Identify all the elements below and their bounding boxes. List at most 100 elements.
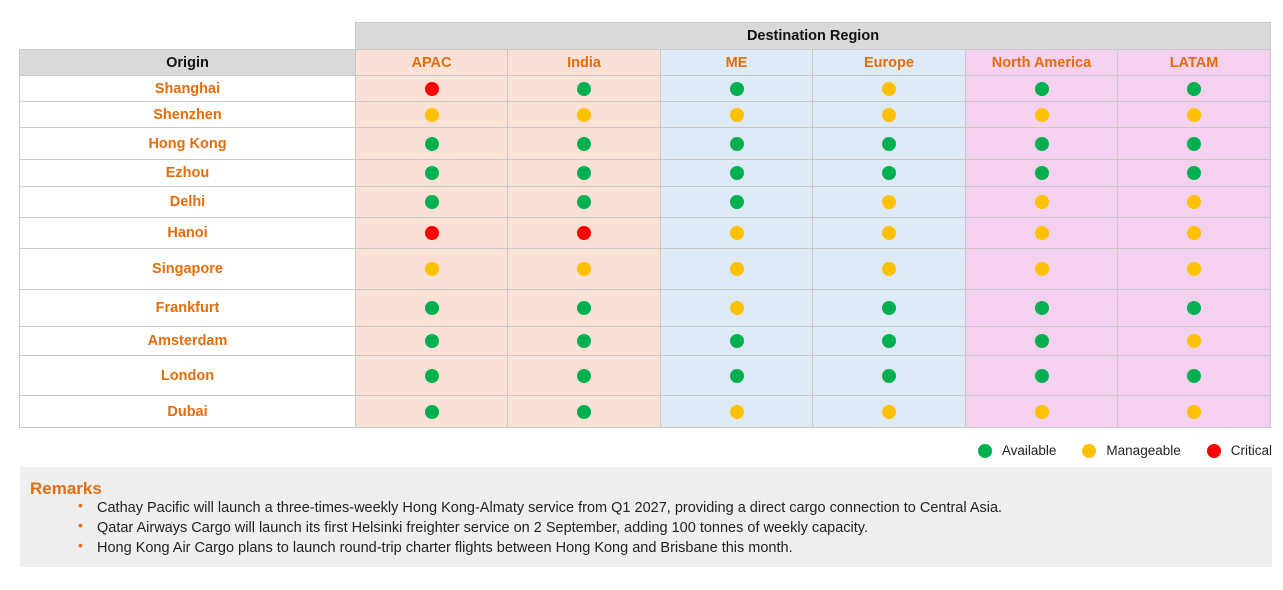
status-cell [507,127,661,160]
status-dot-available [882,334,896,349]
status-dot-manageable [1187,262,1201,277]
status-dot-available [1187,301,1201,316]
status-dot-available [424,301,439,316]
bullet-icon: • [78,517,83,533]
status-cell [1117,395,1271,428]
origin-cell: Singapore [19,248,356,290]
legend-label: Critical [1230,443,1272,458]
status-cell [355,186,508,218]
status-dot-available [424,368,439,383]
legend-item-manageable: Manageable [1082,443,1181,458]
status-cell [812,75,966,102]
status-cell [965,159,1118,187]
status-dot-available [577,81,591,96]
origin-cell: Hong Kong [19,127,356,160]
status-cell [660,289,813,327]
status-cell [355,355,508,396]
legend-dot-critical [1206,443,1221,458]
status-dot-manageable [1187,107,1201,122]
status-cell [965,355,1118,396]
column-header-india: India [507,49,661,76]
status-cell [965,101,1118,128]
column-header-apac: APAC [355,49,508,76]
status-dot-available [729,136,744,151]
origin-cell: Shanghai [19,75,356,102]
status-cell [660,395,813,428]
status-dot-manageable [1034,107,1049,122]
status-cell [1117,75,1271,102]
origin-cell: Delhi [19,186,356,218]
status-dot-available [882,136,896,151]
status-dot-available [1034,136,1049,151]
status-cell [1117,289,1271,327]
status-cell [355,159,508,187]
legend-label: Available [1001,443,1057,458]
status-dot-available [577,334,591,349]
column-header-europe: Europe [812,49,966,76]
status-dot-manageable [882,226,896,241]
bullet-icon: • [78,537,83,553]
remark-text: Hong Kong Air Cargo plans to launch roun… [97,540,793,556]
status-dot-manageable [882,107,896,122]
status-cell [660,326,813,356]
status-dot-manageable [729,404,744,419]
status-cell [355,326,508,356]
legend-item-available: Available [977,443,1057,458]
status-dot-available [729,81,744,96]
origin-cell: Ezhou [19,159,356,187]
remark-text: Cathay Pacific will launch a three-times… [97,500,1003,516]
status-cell [812,395,966,428]
status-dot-available [577,368,591,383]
status-dot-available [424,334,439,349]
status-dot-manageable [424,262,439,277]
status-dot-available [882,368,896,383]
status-dot-available [1034,81,1049,96]
status-cell [1117,159,1271,187]
status-dot-manageable [882,195,896,210]
table-row: Delhi [19,186,1271,218]
status-cell [965,75,1118,102]
origin-header: Origin [19,49,356,76]
status-dot-available [424,404,439,419]
status-cell [812,355,966,396]
table-row: Ezhou [19,159,1271,187]
remarks-panel: Remarks • Cathay Pacific will launch a th… [20,467,1272,567]
status-cell [507,217,661,249]
status-dot-available [1187,166,1201,181]
destination-region-header: Destination Region [355,22,1271,50]
status-cell [1117,127,1271,160]
status-cell [660,159,813,187]
remarks-list: • Cathay Pacific will launch a three-time… [78,497,1003,558]
status-dot-critical [424,226,439,241]
legend-item-critical: Critical [1206,443,1272,458]
status-cell [1117,101,1271,128]
status-dot-manageable [1034,226,1049,241]
status-dot-available [1034,334,1049,349]
origin-cell: Shenzhen [19,101,356,128]
status-dot-available [729,166,744,181]
status-cell [660,217,813,249]
origin-cell: Amsterdam [19,326,356,356]
table-row: Hong Kong [19,127,1271,160]
origin-cell: Hanoi [19,217,356,249]
status-cell [355,248,508,290]
status-dot-available [424,136,439,151]
status-cell [507,355,661,396]
status-cell [355,75,508,102]
status-cell [812,326,966,356]
status-cell [507,248,661,290]
status-dot-available [882,301,896,316]
status-dot-manageable [729,107,744,122]
status-cell [507,159,661,187]
capacity-status-table: Destination Region Origin APAC India ME Eur… [19,22,1271,428]
status-cell [812,248,966,290]
table-body: Shanghai Shenzhen Hong Kong Ezhou Delhi Hanoi… [19,75,1271,428]
status-cell [507,186,661,218]
table-row: London [19,355,1271,396]
bullet-icon: • [78,497,83,513]
status-cell [1117,217,1271,249]
status-cell [965,248,1118,290]
table-row: Amsterdam [19,326,1271,356]
status-dot-available [577,404,591,419]
status-cell [660,127,813,160]
